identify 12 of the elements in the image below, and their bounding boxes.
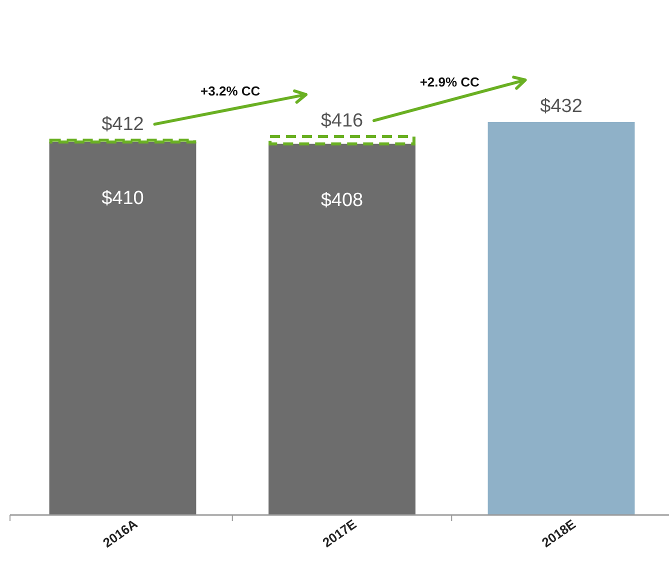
total-label: $416	[320, 110, 364, 132]
total-label: $412	[102, 114, 144, 136]
text: +2.9% CC	[420, 74, 480, 90]
bar	[49, 138, 196, 144]
total-label: $432	[540, 96, 582, 117]
data-label: $410	[102, 188, 144, 210]
data-label: $408	[320, 190, 364, 211]
bar	[49, 142, 196, 515]
bar	[488, 122, 635, 515]
text: +3.2% CC	[200, 83, 261, 98]
bar	[268, 135, 416, 146]
bar	[268, 144, 416, 515]
